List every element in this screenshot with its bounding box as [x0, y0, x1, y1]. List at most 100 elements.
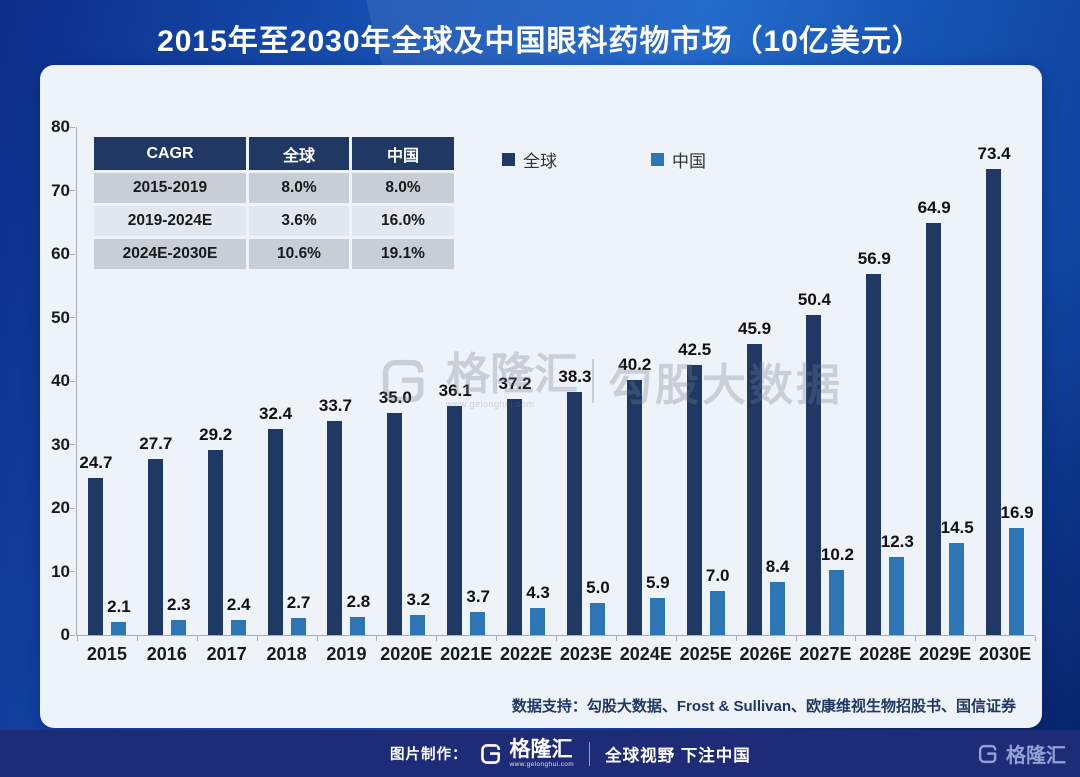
legend: 全球 中国: [502, 147, 706, 172]
footer-brand-name: 格隆汇: [509, 737, 573, 761]
cagr-cell: 10.6%: [249, 239, 349, 269]
x-axis-label: 2027E: [799, 644, 852, 664]
y-axis-label: 0: [60, 625, 70, 644]
x-axis-label: 2019: [326, 644, 367, 664]
y-tick: [70, 253, 75, 255]
bar-全球-2025E: [686, 365, 702, 635]
y-tick: [70, 571, 75, 572]
value-label: 64.9: [917, 197, 951, 217]
bar-全球-2019: [327, 421, 343, 635]
bar-全球-2028E: [866, 273, 882, 635]
bar-中国-2017: [230, 619, 246, 635]
x-tick: [795, 636, 797, 641]
bar-全球-2021E: [447, 405, 463, 635]
category-group: 24.7 2.1 2015: [77, 127, 137, 664]
bar-全球-2017: [207, 449, 223, 635]
y-axis-label: 70: [51, 180, 70, 200]
bar-全球-2020E: [387, 412, 403, 635]
category-group: 27.7 2.3 2016: [137, 127, 197, 664]
category-group: 64.9 14.5 2029E: [915, 127, 975, 664]
value-label: 8.4: [765, 556, 790, 576]
value-label: 10.2: [820, 545, 854, 565]
x-axis-label: 2024E: [619, 644, 672, 664]
bar-中国-2018: [290, 617, 306, 635]
footer-right-brand-name: 格隆汇: [1006, 745, 1066, 767]
x-axis-label: 2020E: [380, 644, 433, 664]
x-tick: [136, 636, 138, 641]
y-axis-label: 40: [51, 371, 70, 390]
data-source-note: 数据支持：勾股大数据、Frost & Sullivan、欧康维视生物招股书、国信…: [511, 698, 1016, 715]
cagr-header-cell: 中国: [352, 137, 454, 170]
x-tick: [376, 636, 378, 641]
value-label: 29.2: [199, 424, 233, 444]
category-group: 37.2 4.3 2022E: [496, 127, 556, 664]
x-axis-label: 2026E: [739, 644, 792, 664]
value-label: 40.2: [618, 354, 652, 374]
plot-area: 24.7 2.1 2015 27.7 2.3 2016 29.2 2.4 2017 32.4 2.7…: [70, 126, 1036, 664]
cagr-header-cell: CAGR: [94, 137, 246, 170]
bar-全球-2016: [147, 459, 163, 635]
x-tick: [196, 636, 198, 641]
category-group: 32.4 2.7 2018: [257, 127, 317, 664]
value-label: 56.9: [857, 248, 891, 268]
y-tick: [70, 444, 75, 445]
bar-全球-2015: [87, 478, 103, 635]
chart-panel: CAGR 全球 中国 2015-2019 8.0% 8.0% 2019-2024E 3.6% 1…: [40, 65, 1042, 728]
value-label: 73.4: [977, 143, 1011, 163]
legend-item: 中国: [651, 147, 706, 172]
footer-bar: 图片制作： 格隆汇 www.gelonghui.com 全球视野 下注中国 格隆…: [0, 730, 1080, 777]
bar-全球-2022E: [507, 398, 523, 635]
value-label: 2.4: [226, 594, 251, 614]
x-tick: [496, 636, 498, 641]
footer-brand-url: www.gelonghui.com: [509, 760, 575, 768]
cagr-cell: 8.0%: [249, 173, 349, 203]
x-tick: [556, 636, 557, 641]
y-axis-label: 60: [51, 244, 70, 263]
bar-中国-2029E: [949, 542, 965, 635]
bar-中国-2025E: [709, 590, 725, 635]
y-axis-label: 20: [51, 498, 70, 517]
x-axis-label: 2030E: [979, 644, 1032, 664]
value-label: 24.7: [79, 453, 113, 473]
bar-中国-2023E: [589, 603, 605, 635]
value-label: 2.1: [107, 596, 131, 616]
value-label: 36.1: [438, 380, 472, 400]
x-tick: [256, 636, 258, 641]
x-tick: [675, 636, 677, 641]
value-label: 35.0: [378, 387, 412, 407]
value-label: 38.3: [558, 366, 592, 386]
category-group: 40.2 5.9 2024E: [616, 127, 676, 664]
bar-中国-2024E: [649, 597, 665, 635]
category-group: 73.4 16.9 2030E: [975, 127, 1035, 664]
cagr-cell: 19.1%: [352, 239, 454, 269]
cagr-cell: 16.0%: [352, 206, 454, 236]
x-axis-label: 2022E: [500, 644, 553, 664]
footer-right-logo: 格隆汇: [976, 739, 1066, 768]
cagr-cell: 2015-2019: [94, 173, 246, 203]
legend-label: 中国: [672, 152, 706, 171]
bar-全球-2018: [267, 429, 283, 635]
x-tick: [975, 636, 977, 641]
gelonghui-logo-icon: [478, 741, 504, 767]
x-axis-label: 2017: [206, 644, 247, 664]
footer-divider: [589, 741, 591, 766]
value-label: 37.2: [498, 373, 532, 393]
bar-中国-2020E: [410, 614, 426, 635]
value-label: 16.9: [1000, 502, 1034, 522]
category-group: 50.4 10.2 2027E: [796, 127, 856, 664]
y-tick: [70, 190, 75, 191]
x-tick: [436, 636, 438, 641]
value-label: 5.9: [645, 572, 670, 592]
bar-全球-2029E: [926, 222, 942, 635]
gelonghui-logo-icon: [976, 742, 1000, 766]
bar-全球-2024E: [626, 379, 642, 635]
footer-slogan: 全球视野 下注中国: [605, 746, 751, 765]
bar-中国-2022E: [530, 607, 546, 635]
y-tick: [70, 126, 75, 128]
bar-全球-2027E: [806, 314, 822, 635]
y-axis-label: 50: [51, 307, 70, 327]
x-axis-label: 2018: [266, 644, 307, 664]
legend-item: 全球: [502, 147, 557, 172]
category-group: 56.9 12.3 2028E: [855, 127, 915, 664]
